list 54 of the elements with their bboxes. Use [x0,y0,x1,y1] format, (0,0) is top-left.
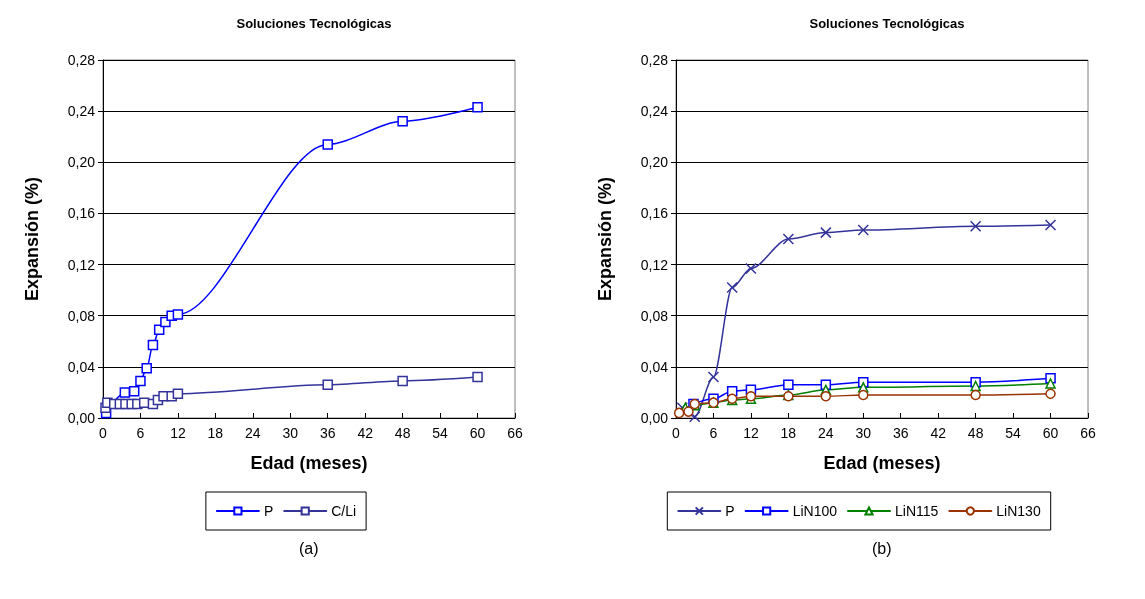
x-tick-label: 0 [672,425,681,441]
y-tick-label: 0,16 [67,205,96,222]
x-tick-label: 48 [967,425,984,441]
legend-label: P [725,503,735,519]
chart-title: Soluciones Tecnológicas [809,16,965,31]
x-tick-label: 24 [818,425,834,441]
x-tick-label: 6 [136,425,145,441]
x-tick-label: 36 [892,425,909,441]
y-tick-label: 0,04 [640,358,669,375]
legend-label: LiN130 [996,503,1041,519]
y-tick-label: 0,00 [67,410,96,426]
x-tick-label: 66 [1080,425,1096,441]
y-tick-label: 0,12 [640,256,669,273]
x-tick-label: 36 [319,425,336,441]
x-tick-label: 0 [99,425,108,441]
x-tick-label: 42 [930,425,947,441]
x-tick-label: 54 [432,425,449,441]
y-tick-label: 0,00 [640,410,669,426]
x-axis-title: Edad (meses) [823,453,941,473]
x-tick-label: 18 [780,425,797,441]
x-tick-label: 12 [170,425,186,441]
y-tick-label: 0,04 [67,358,96,375]
y-axis-title: Expansión (%) [22,176,42,302]
x-tick-label: 18 [207,425,224,441]
y-axis-title: Expansión (%) [595,176,615,302]
chart-title: Soluciones Tecnológicas [236,16,392,31]
x-tick-label: 54 [1005,425,1022,441]
x-tick-label: 48 [394,425,411,441]
legend-label: LiN115 [895,503,939,519]
x-axis-title: Edad (meses) [250,453,368,473]
legend-label: P [263,503,274,519]
text: (b) [872,539,892,557]
y-tick-label: 0,20 [640,154,669,171]
y-tick-label: 0,28 [640,52,669,68]
text: (a) [299,539,319,557]
x-tick-label: 6 [709,425,718,441]
x-tick-label: 30 [282,425,299,441]
y-tick-label: 0,24 [640,103,669,120]
y-tick-label: 0,28 [67,52,96,68]
y-tick-label: 0,16 [640,205,669,222]
x-tick-label: 60 [469,425,486,441]
x-tick-label: 42 [357,425,374,441]
y-tick-label: 0,08 [640,307,669,324]
x-tick-label: 24 [245,425,261,441]
legend-label: LiN100 [792,503,838,519]
x-tick-label: 12 [743,425,759,441]
y-tick-label: 0,08 [67,307,96,324]
y-tick-label: 0,12 [67,256,96,273]
y-tick-label: 0,24 [67,103,96,120]
x-tick-label: 60 [1042,425,1059,441]
legend-label: C/Li [331,503,357,519]
x-tick-label: 30 [855,425,872,441]
y-tick-label: 0,20 [67,154,96,171]
x-tick-label: 66 [507,425,523,441]
